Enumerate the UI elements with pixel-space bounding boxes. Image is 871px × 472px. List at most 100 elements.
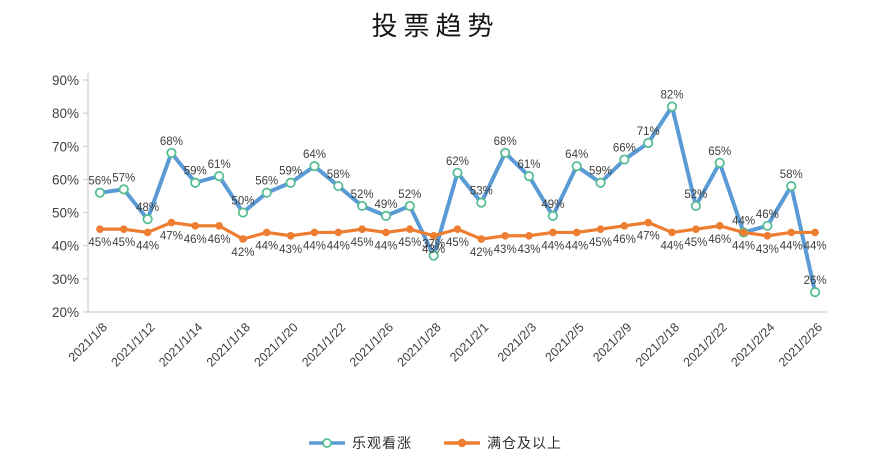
series-0-marker <box>500 147 511 159</box>
data-label: 44% <box>374 240 397 252</box>
series-line-0 <box>97 104 818 295</box>
series-0-marker <box>118 184 129 195</box>
series-0-marker <box>404 200 415 212</box>
series-0-marker <box>94 187 106 198</box>
x-axis-label: 2021/1/12 <box>108 320 157 369</box>
series-1-marker <box>692 225 700 233</box>
series-1-marker <box>739 228 748 237</box>
legend-label-optimistic-bullish: 乐观看涨 <box>352 435 412 451</box>
data-label: 47% <box>160 231 183 243</box>
data-label: 59% <box>589 166 612 178</box>
x-axis-label: 2021/2/24 <box>728 320 777 369</box>
y-axis-label: 40% <box>52 239 79 254</box>
data-label: 45% <box>589 237 612 249</box>
data-label: 43% <box>422 244 445 256</box>
series-1-marker <box>501 231 509 240</box>
series-1-marker <box>143 228 152 237</box>
x-axis-label: 2021/1/22 <box>299 320 348 369</box>
series-1-marker <box>596 225 605 233</box>
series-0-marker <box>380 210 392 221</box>
series-0-marker <box>547 210 558 221</box>
y-axis-label: 30% <box>52 272 79 287</box>
data-label: 44% <box>732 215 755 227</box>
series-0-marker <box>523 171 535 182</box>
legend: 乐观看涨 满仓及以上 <box>0 433 871 453</box>
series-0-marker <box>237 207 249 218</box>
series-0-marker <box>166 147 177 159</box>
series-0-marker <box>595 177 606 188</box>
data-label: 37% <box>422 239 445 251</box>
data-label: 52% <box>398 189 421 201</box>
series-0-marker <box>809 287 821 298</box>
series-1-marker <box>334 228 343 237</box>
series-1-marker <box>239 235 247 243</box>
data-label: 43% <box>518 244 541 256</box>
data-label: 43% <box>494 244 517 256</box>
data-label: 82% <box>661 90 684 102</box>
series-1-marker <box>525 231 533 240</box>
data-label: 44% <box>565 240 588 252</box>
x-axis-label: 2021/1/26 <box>347 320 396 369</box>
data-label: 71% <box>637 126 660 138</box>
series-0-marker <box>142 214 153 225</box>
series-0-marker <box>571 161 582 172</box>
series-1-marker <box>96 225 104 233</box>
data-label: 45% <box>684 237 707 249</box>
data-label: 46% <box>184 234 207 246</box>
series-0-marker <box>261 187 272 198</box>
chart-title: 投票趋势 <box>371 12 500 42</box>
series-1-marker <box>477 235 486 243</box>
data-label: 66% <box>613 143 636 155</box>
data-label: 52% <box>351 189 374 201</box>
y-axis-label: 60% <box>52 172 79 187</box>
series-1-marker <box>406 225 414 233</box>
data-label: 65% <box>708 146 731 158</box>
y-axis-label: 90% <box>52 73 79 88</box>
data-label: 46% <box>756 209 779 221</box>
data-label: 62% <box>446 156 469 168</box>
y-axis-label: 20% <box>52 305 79 320</box>
data-label: 57% <box>112 172 135 184</box>
legend-item-full-position-and-above: 满仓及以上 <box>444 433 562 453</box>
data-label: 43% <box>756 244 779 256</box>
x-axis-label: 2021/1/8 <box>66 320 110 364</box>
data-label: 58% <box>327 169 350 181</box>
legend-blue-line-open-circle-icon <box>309 438 345 448</box>
series-1-marker <box>715 222 724 230</box>
series-1-marker <box>787 228 796 237</box>
y-axis-label: 80% <box>52 106 79 121</box>
series-0-marker <box>643 137 654 149</box>
x-axis-label: 2021/2/3 <box>495 320 539 364</box>
data-label: 42% <box>231 247 254 259</box>
data-label: 44% <box>327 240 350 252</box>
series-1-marker <box>262 228 271 237</box>
data-label: 52% <box>684 189 707 201</box>
series-1-marker <box>119 225 128 233</box>
series-1-marker <box>286 231 295 240</box>
series-1-marker <box>668 228 676 237</box>
series-0-marker <box>309 161 320 172</box>
series-1-marker <box>549 228 557 237</box>
series-0-marker <box>214 171 225 182</box>
series-1-marker <box>167 218 176 227</box>
series-1-marker <box>453 225 462 233</box>
x-axis-label: 2021/1/18 <box>204 320 253 369</box>
data-label: 64% <box>303 149 326 161</box>
y-axis-label: 70% <box>52 139 79 154</box>
series-0-marker <box>428 250 439 261</box>
legend-marker <box>322 438 332 448</box>
data-label: 49% <box>374 199 397 211</box>
series-1-marker <box>358 225 366 233</box>
data-label: 46% <box>613 234 636 246</box>
data-label: 48% <box>136 202 159 214</box>
series-0-marker <box>690 200 701 212</box>
series-1-marker <box>763 231 772 240</box>
legend-orange-line-filled-circle-icon <box>444 438 480 448</box>
data-label: 50% <box>231 196 254 208</box>
legend-marker <box>457 438 467 448</box>
data-label: 46% <box>208 234 231 246</box>
x-axis-label: 2021/1/20 <box>252 320 301 369</box>
data-label: 68% <box>160 136 183 148</box>
